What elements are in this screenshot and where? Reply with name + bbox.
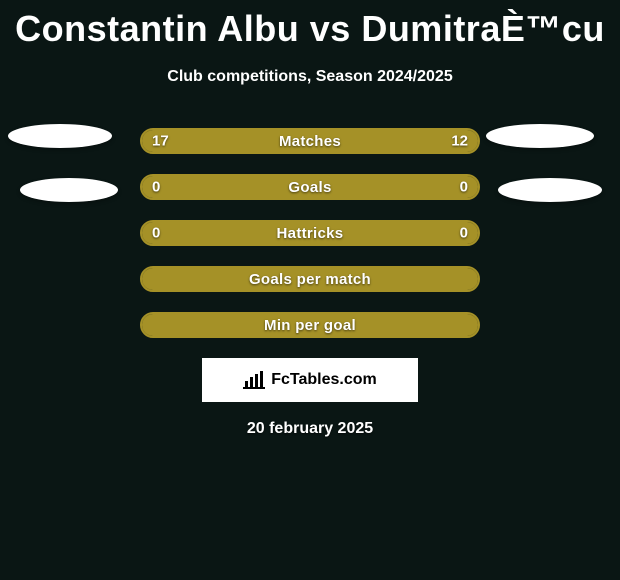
- stat-label: Hattricks: [277, 225, 344, 242]
- stat-row: 0 0 Hattricks: [140, 220, 480, 246]
- source-badge-text: FcTables.com: [271, 371, 377, 389]
- subtitle: Club competitions, Season 2024/2025: [0, 68, 620, 86]
- stats-section: 17 12 Matches 0 0 Goals 0 0 Hattricks Goals per m…: [0, 128, 620, 338]
- stat-row: Min per goal: [140, 312, 480, 338]
- stat-value-right: 12: [451, 133, 468, 150]
- source-badge: FcTables.com: [202, 358, 418, 402]
- decorative-ellipse: [20, 178, 118, 202]
- bar-chart-icon: [243, 371, 265, 389]
- page-title: Constantin Albu vs DumitraÈ™cu: [0, 0, 620, 50]
- decorative-ellipse: [498, 178, 602, 202]
- stat-value-right: 0: [460, 225, 468, 242]
- stat-label: Min per goal: [264, 317, 356, 334]
- stat-row: 0 0 Goals: [140, 174, 480, 200]
- decorative-ellipse: [486, 124, 594, 148]
- stat-value-left: 17: [152, 133, 169, 150]
- date-text: 20 february 2025: [0, 420, 620, 438]
- stat-value-left: 0: [152, 179, 160, 196]
- decorative-ellipse: [8, 124, 112, 148]
- stat-label: Goals: [288, 179, 331, 196]
- stat-row: 17 12 Matches: [140, 128, 480, 154]
- stat-row: Goals per match: [140, 266, 480, 292]
- stat-value-right: 0: [460, 179, 468, 196]
- stat-label: Matches: [279, 133, 341, 150]
- stat-label: Goals per match: [249, 271, 371, 288]
- stat-value-left: 0: [152, 225, 160, 242]
